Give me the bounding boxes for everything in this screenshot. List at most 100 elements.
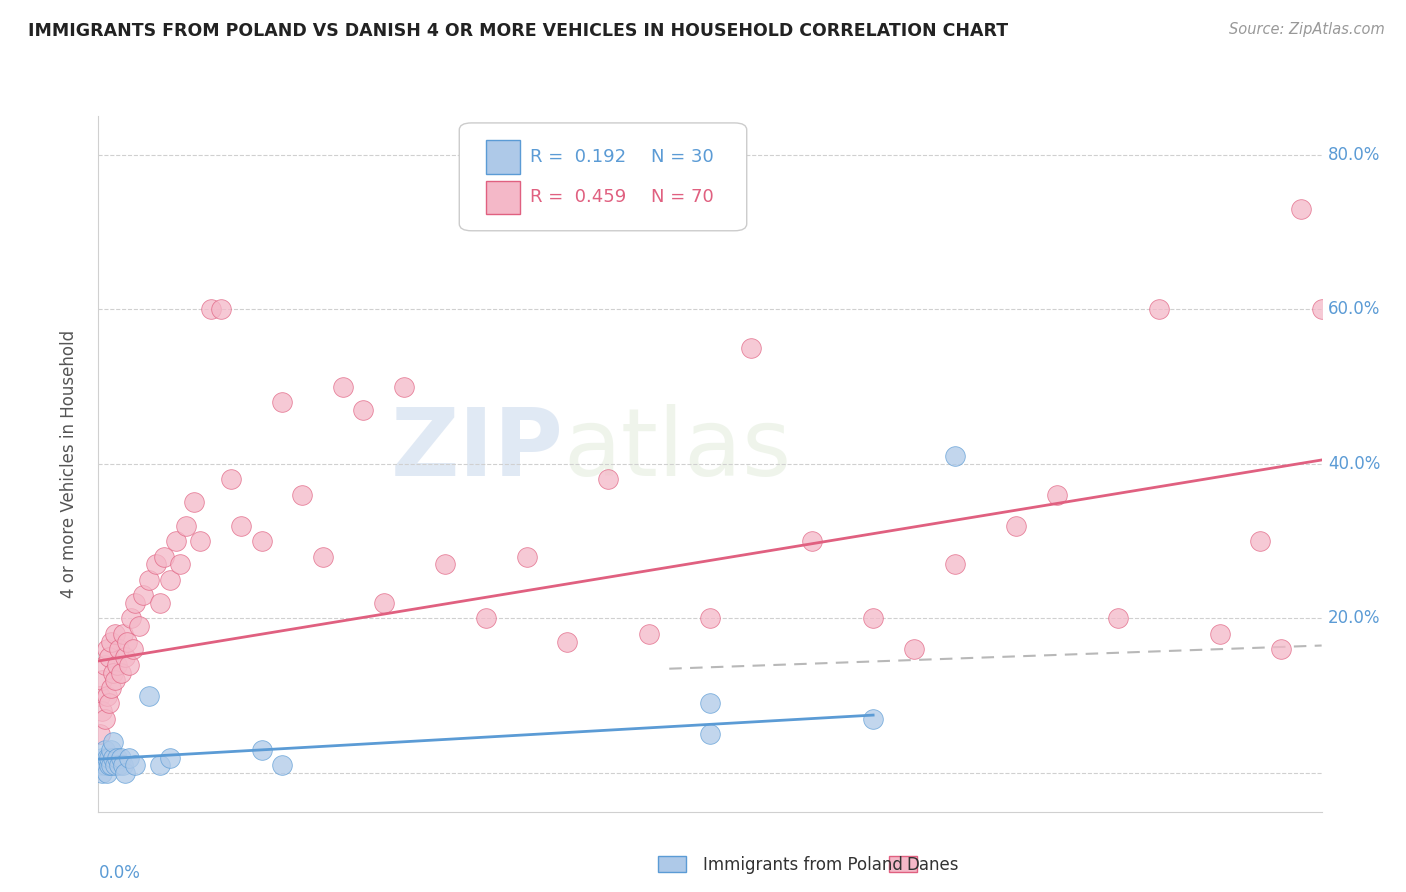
Point bbox=[104, 627, 127, 641]
Point bbox=[100, 758, 122, 772]
Point bbox=[159, 573, 181, 587]
Text: atlas: atlas bbox=[564, 404, 792, 496]
Point bbox=[128, 619, 150, 633]
Text: 0.0%: 0.0% bbox=[98, 863, 141, 882]
Point bbox=[110, 665, 132, 680]
Point bbox=[132, 588, 155, 602]
Bar bbox=[658, 856, 686, 872]
Point bbox=[1270, 642, 1292, 657]
Point bbox=[96, 766, 118, 780]
Point bbox=[392, 379, 416, 393]
Point bbox=[250, 534, 273, 549]
Point bbox=[104, 758, 127, 772]
Point bbox=[209, 302, 232, 317]
Point bbox=[100, 743, 122, 757]
Text: ZIP: ZIP bbox=[391, 404, 564, 496]
Text: Immigrants from Poland: Immigrants from Poland bbox=[703, 856, 903, 874]
Point bbox=[108, 642, 131, 657]
Point bbox=[96, 642, 118, 657]
Point bbox=[801, 534, 824, 549]
Bar bbox=[889, 856, 917, 872]
Text: 20.0%: 20.0% bbox=[1327, 609, 1381, 627]
Text: 60.0%: 60.0% bbox=[1327, 301, 1381, 318]
Point bbox=[96, 689, 118, 703]
Point bbox=[97, 750, 120, 764]
Point bbox=[91, 704, 114, 718]
Text: R =  0.192: R = 0.192 bbox=[530, 148, 626, 166]
Point bbox=[200, 302, 222, 317]
Text: IMMIGRANTS FROM POLAND VS DANISH 4 OR MORE VEHICLES IN HOUSEHOLD CORRELATION CHA: IMMIGRANTS FROM POLAND VS DANISH 4 OR MO… bbox=[28, 22, 1008, 40]
Point bbox=[93, 743, 115, 757]
Point bbox=[165, 534, 187, 549]
Point bbox=[352, 402, 374, 417]
Point bbox=[903, 642, 925, 657]
Point bbox=[118, 750, 141, 764]
Point bbox=[699, 697, 721, 711]
Point bbox=[183, 495, 205, 509]
Point bbox=[250, 743, 273, 757]
Point bbox=[122, 642, 145, 657]
Point bbox=[188, 534, 212, 549]
Point bbox=[138, 689, 160, 703]
Point bbox=[108, 758, 131, 772]
Point bbox=[89, 758, 111, 772]
Point bbox=[474, 611, 498, 625]
Point bbox=[1249, 534, 1271, 549]
Point bbox=[740, 341, 762, 355]
Point bbox=[231, 518, 253, 533]
Point bbox=[1107, 611, 1129, 625]
Point bbox=[96, 750, 118, 764]
Point bbox=[1291, 202, 1313, 216]
Point bbox=[89, 727, 111, 741]
Point bbox=[159, 750, 181, 764]
Point bbox=[100, 634, 122, 648]
Point bbox=[93, 758, 115, 772]
Point bbox=[637, 627, 661, 641]
Point bbox=[93, 712, 115, 726]
Point bbox=[598, 472, 620, 486]
Point bbox=[1209, 627, 1232, 641]
Point bbox=[104, 673, 127, 688]
Point bbox=[555, 634, 579, 648]
Point bbox=[91, 750, 114, 764]
Point bbox=[312, 549, 335, 564]
Point bbox=[114, 766, 136, 780]
FancyBboxPatch shape bbox=[486, 140, 520, 174]
Point bbox=[434, 558, 457, 572]
Text: Source: ZipAtlas.com: Source: ZipAtlas.com bbox=[1229, 22, 1385, 37]
Y-axis label: 4 or more Vehicles in Household: 4 or more Vehicles in Household bbox=[59, 330, 77, 598]
Point bbox=[100, 681, 122, 695]
Text: N = 30: N = 30 bbox=[651, 148, 714, 166]
Point bbox=[114, 650, 136, 665]
Point bbox=[943, 449, 966, 463]
Point bbox=[145, 558, 167, 572]
Point bbox=[101, 665, 124, 680]
Point bbox=[97, 650, 120, 665]
Point bbox=[105, 750, 128, 764]
Point bbox=[111, 758, 134, 772]
Point bbox=[120, 611, 142, 625]
Point bbox=[699, 611, 721, 625]
Point bbox=[118, 657, 141, 672]
Point bbox=[91, 766, 114, 780]
Point bbox=[699, 727, 721, 741]
Point bbox=[124, 596, 146, 610]
Point bbox=[101, 750, 124, 764]
FancyBboxPatch shape bbox=[460, 123, 747, 231]
Text: 80.0%: 80.0% bbox=[1327, 145, 1381, 163]
Point bbox=[110, 750, 132, 764]
Text: R =  0.459: R = 0.459 bbox=[530, 188, 627, 206]
Point bbox=[516, 549, 538, 564]
Point bbox=[219, 472, 242, 486]
Point bbox=[1310, 302, 1333, 317]
Point bbox=[101, 735, 124, 749]
Point bbox=[1147, 302, 1170, 317]
Point bbox=[943, 558, 966, 572]
Point bbox=[105, 657, 128, 672]
Text: N = 70: N = 70 bbox=[651, 188, 714, 206]
Point bbox=[373, 596, 395, 610]
Point bbox=[149, 596, 172, 610]
Point bbox=[91, 673, 114, 688]
Text: Danes: Danes bbox=[907, 856, 959, 874]
Point bbox=[149, 758, 172, 772]
